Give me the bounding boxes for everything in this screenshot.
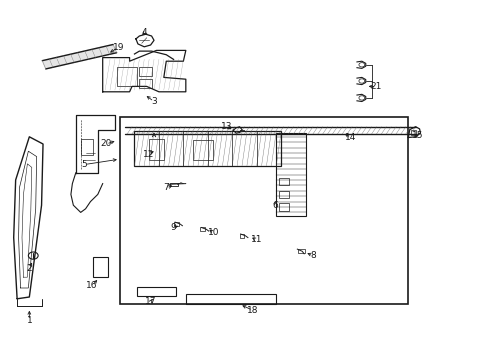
Text: 15: 15 <box>411 131 423 140</box>
Text: 17: 17 <box>144 297 156 306</box>
Bar <box>185 294 276 304</box>
Text: 9: 9 <box>170 223 176 232</box>
Bar <box>149 139 163 160</box>
Bar <box>117 67 137 86</box>
Text: 8: 8 <box>309 251 315 260</box>
Text: 16: 16 <box>86 281 98 290</box>
Text: 11: 11 <box>250 235 262 244</box>
Bar <box>134 131 281 166</box>
Bar <box>174 222 179 226</box>
Bar <box>278 203 288 211</box>
Bar <box>120 117 407 304</box>
Text: 3: 3 <box>151 97 157 106</box>
Bar <box>298 249 305 253</box>
Text: 20: 20 <box>100 139 112 148</box>
Bar <box>81 139 93 155</box>
Text: 2: 2 <box>26 264 32 273</box>
Bar <box>139 79 151 88</box>
Bar <box>410 130 415 135</box>
Text: 6: 6 <box>271 201 277 210</box>
Text: 14: 14 <box>345 133 356 142</box>
Bar <box>139 67 151 76</box>
Bar <box>193 140 212 160</box>
Text: 1: 1 <box>26 316 32 325</box>
Bar <box>170 183 177 186</box>
Text: 19: 19 <box>112 43 124 52</box>
Text: 5: 5 <box>81 160 87 169</box>
Text: 7: 7 <box>163 184 169 192</box>
Bar <box>278 178 288 185</box>
Bar <box>137 287 176 296</box>
Bar <box>93 257 107 277</box>
Bar <box>200 227 205 231</box>
Text: 12: 12 <box>142 150 154 158</box>
Text: 13: 13 <box>220 122 232 131</box>
Text: 10: 10 <box>207 229 219 238</box>
Text: 18: 18 <box>246 306 258 315</box>
Text: 4: 4 <box>142 28 147 37</box>
Bar <box>278 191 288 198</box>
Bar <box>239 234 244 238</box>
Bar <box>276 133 305 216</box>
Polygon shape <box>42 45 117 69</box>
Text: 21: 21 <box>370 82 382 91</box>
